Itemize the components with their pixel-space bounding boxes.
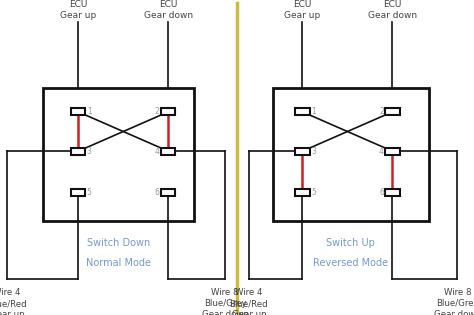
Text: ECU
Gear up: ECU Gear up xyxy=(284,0,320,20)
Text: 2: 2 xyxy=(155,107,160,116)
Text: 2: 2 xyxy=(379,107,384,116)
Text: Wire 4
Blue/Red
Gear up: Wire 4 Blue/Red Gear up xyxy=(229,288,268,315)
Bar xyxy=(161,108,175,115)
Bar xyxy=(71,189,85,196)
Text: Reversed Mode: Reversed Mode xyxy=(313,258,388,268)
Text: 6: 6 xyxy=(155,188,160,197)
Text: 1: 1 xyxy=(311,107,316,116)
Text: 4: 4 xyxy=(379,147,384,156)
Bar xyxy=(385,148,400,155)
Text: 1: 1 xyxy=(87,107,91,116)
Bar xyxy=(273,88,429,220)
Text: 3: 3 xyxy=(87,147,91,156)
Bar xyxy=(295,189,310,196)
Text: 5: 5 xyxy=(311,188,316,197)
Text: Normal Mode: Normal Mode xyxy=(86,258,151,268)
Text: ECU
Gear down: ECU Gear down xyxy=(144,0,193,20)
Text: Wire 4
Blue/Red
Gear up: Wire 4 Blue/Red Gear up xyxy=(0,288,27,315)
Text: Switch Down: Switch Down xyxy=(87,238,150,248)
Text: ECU
Gear down: ECU Gear down xyxy=(368,0,417,20)
Bar xyxy=(71,108,85,115)
Text: ECU
Gear up: ECU Gear up xyxy=(60,0,96,20)
Text: 4: 4 xyxy=(155,147,160,156)
Bar xyxy=(161,148,175,155)
Bar xyxy=(295,148,310,155)
Bar xyxy=(43,88,194,220)
Bar xyxy=(71,148,85,155)
Text: Wire 8
Blue/Grey
Gear down: Wire 8 Blue/Grey Gear down xyxy=(202,288,248,315)
Bar xyxy=(385,189,400,196)
Text: Switch Up: Switch Up xyxy=(326,238,375,248)
Bar xyxy=(295,108,310,115)
Text: 6: 6 xyxy=(379,188,384,197)
Bar xyxy=(161,189,175,196)
Text: 3: 3 xyxy=(311,147,316,156)
Bar xyxy=(385,108,400,115)
Text: Wire 8
Blue/Grey
Gear down: Wire 8 Blue/Grey Gear down xyxy=(434,288,474,315)
Text: 5: 5 xyxy=(87,188,91,197)
